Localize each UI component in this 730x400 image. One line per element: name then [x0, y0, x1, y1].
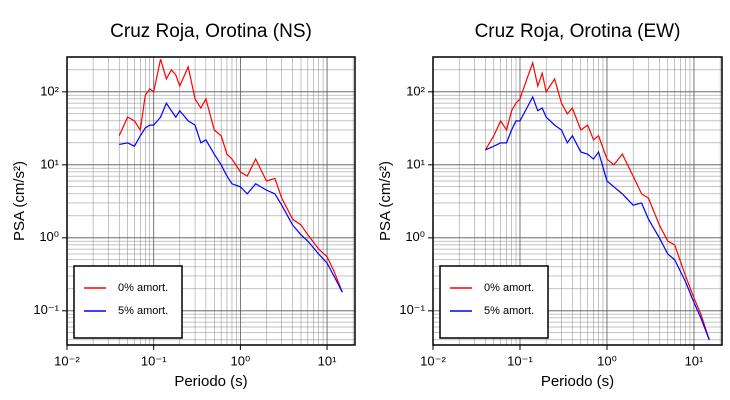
legend-label: 5% amort. — [484, 305, 534, 317]
x-tick-label: 10⁻¹ — [141, 353, 167, 368]
legend-box — [73, 265, 183, 339]
series-line — [119, 101, 343, 293]
y-tick-label: 10⁰ — [405, 229, 425, 244]
x-tick-label: 10⁻² — [420, 353, 446, 368]
y-axis-label: PSA (cm/s²) — [11, 161, 28, 241]
chart-title: Cruz Roja, Orotina (NS) — [110, 21, 312, 42]
y-tick-label: 10² — [406, 83, 425, 98]
series-line — [118, 59, 343, 293]
y-tick-label: 10¹ — [406, 156, 425, 171]
legend-label: 5% amort. — [118, 305, 168, 317]
x-axis-label: Periodo (s) — [541, 373, 614, 390]
y-tick-label: 10⁻¹ — [399, 302, 425, 317]
x-axis-label: Periodo (s) — [174, 373, 247, 390]
legend-label: 0% amort. — [484, 282, 534, 294]
y-tick-label: 10⁰ — [39, 229, 59, 244]
chart-title: Cruz Roja, Orotina (EW) — [475, 21, 681, 42]
x-tick-label: 10¹ — [318, 353, 337, 368]
y-tick-label: 10² — [40, 83, 59, 98]
x-tick-label: 10⁰ — [597, 353, 617, 368]
legend-label: 0% amort. — [118, 282, 168, 294]
x-tick-label: 10⁻² — [54, 353, 80, 368]
series-line — [485, 95, 710, 341]
x-tick-label: 10⁻¹ — [507, 353, 533, 368]
plot-frame — [432, 56, 723, 346]
y-tick-label: 10⁻¹ — [33, 302, 59, 317]
x-tick-label: 10⁰ — [231, 353, 251, 368]
legend-box — [439, 265, 549, 339]
series-line — [484, 60, 710, 341]
y-tick-label: 10¹ — [40, 156, 59, 171]
y-axis-label: PSA (cm/s²) — [377, 161, 394, 241]
plot-frame — [66, 56, 356, 346]
x-tick-label: 10¹ — [685, 353, 704, 368]
